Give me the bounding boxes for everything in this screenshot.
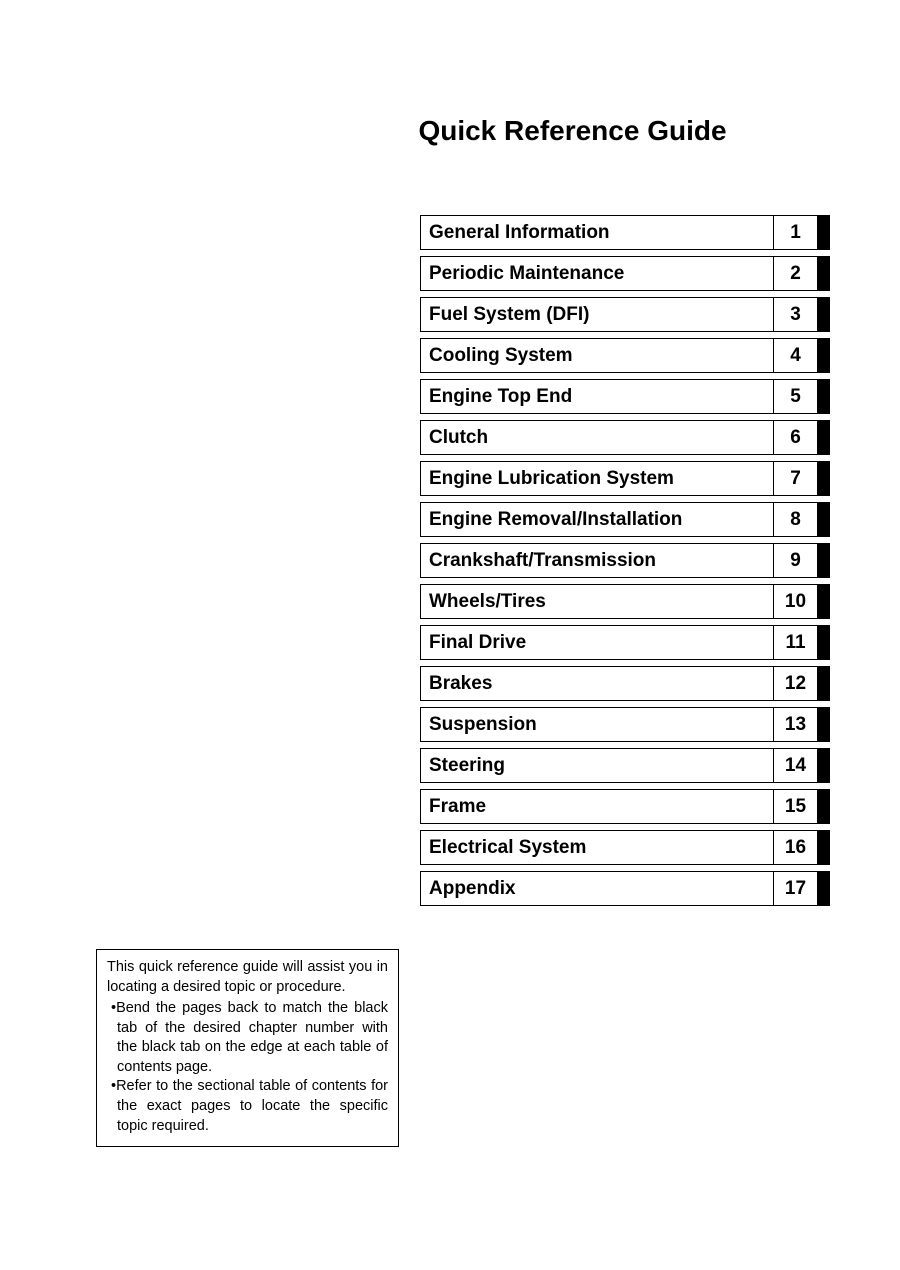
toc-label: Frame <box>420 789 774 824</box>
toc-label: Fuel System (DFI) <box>420 297 774 332</box>
toc-edge-tab <box>818 584 830 619</box>
toc-row: Final Drive 11 <box>420 625 830 660</box>
toc-number: 17 <box>774 871 818 906</box>
toc-label: Clutch <box>420 420 774 455</box>
toc-row: Wheels/Tires 10 <box>420 584 830 619</box>
toc-number: 4 <box>774 338 818 373</box>
toc-row: Electrical System 16 <box>420 830 830 865</box>
toc-edge-tab <box>818 789 830 824</box>
toc-edge-tab <box>818 543 830 578</box>
toc-row: Engine Removal/Installation 8 <box>420 502 830 537</box>
toc-number: 9 <box>774 543 818 578</box>
toc-label: Electrical System <box>420 830 774 865</box>
toc-edge-tab <box>818 625 830 660</box>
page-title: Quick Reference Guide <box>0 115 825 147</box>
toc-label: Cooling System <box>420 338 774 373</box>
toc-number: 14 <box>774 748 818 783</box>
toc-edge-tab <box>818 707 830 742</box>
toc-edge-tab <box>818 871 830 906</box>
toc-label: Suspension <box>420 707 774 742</box>
info-box: This quick reference guide will assist y… <box>96 949 399 1147</box>
toc-label: Appendix <box>420 871 774 906</box>
toc-number: 5 <box>774 379 818 414</box>
toc-row: Suspension 13 <box>420 707 830 742</box>
toc-edge-tab <box>818 338 830 373</box>
toc-row: Appendix 17 <box>420 871 830 906</box>
toc-label: Periodic Maintenance <box>420 256 774 291</box>
toc-label: Final Drive <box>420 625 774 660</box>
toc-edge-tab <box>818 215 830 250</box>
toc-row: General Information 1 <box>420 215 830 250</box>
toc-edge-tab <box>818 297 830 332</box>
toc-row: Fuel System (DFI) 3 <box>420 297 830 332</box>
toc-number: 8 <box>774 502 818 537</box>
toc-number: 16 <box>774 830 818 865</box>
info-bullet-1: •Bend the pages back to match the black … <box>107 999 388 1077</box>
toc-number: 2 <box>774 256 818 291</box>
toc-edge-tab <box>818 256 830 291</box>
toc-label: Steering <box>420 748 774 783</box>
toc-label: Engine Lubrication System <box>420 461 774 496</box>
toc-row: Crankshaft/Transmission 9 <box>420 543 830 578</box>
toc-row: Brakes 12 <box>420 666 830 701</box>
toc-edge-tab <box>818 420 830 455</box>
toc-number: 6 <box>774 420 818 455</box>
info-bullet-2: •Refer to the sectional table of content… <box>107 1077 388 1136</box>
toc-container: General Information 1 Periodic Maintenan… <box>420 215 830 912</box>
toc-edge-tab <box>818 748 830 783</box>
toc-label: General Information <box>420 215 774 250</box>
toc-edge-tab <box>818 666 830 701</box>
toc-row: Periodic Maintenance 2 <box>420 256 830 291</box>
toc-row: Engine Top End 5 <box>420 379 830 414</box>
toc-row: Cooling System 4 <box>420 338 830 373</box>
toc-number: 3 <box>774 297 818 332</box>
toc-edge-tab <box>818 830 830 865</box>
toc-number: 10 <box>774 584 818 619</box>
toc-number: 7 <box>774 461 818 496</box>
toc-edge-tab <box>818 502 830 537</box>
toc-row: Engine Lubrication System 7 <box>420 461 830 496</box>
toc-row: Frame 15 <box>420 789 830 824</box>
toc-edge-tab <box>818 461 830 496</box>
toc-label: Wheels/Tires <box>420 584 774 619</box>
toc-label: Crankshaft/Transmission <box>420 543 774 578</box>
toc-number: 12 <box>774 666 818 701</box>
toc-number: 1 <box>774 215 818 250</box>
toc-label: Engine Removal/Installation <box>420 502 774 537</box>
toc-label: Brakes <box>420 666 774 701</box>
toc-row: Clutch 6 <box>420 420 830 455</box>
toc-number: 11 <box>774 625 818 660</box>
toc-number: 13 <box>774 707 818 742</box>
toc-edge-tab <box>818 379 830 414</box>
toc-row: Steering 14 <box>420 748 830 783</box>
toc-number: 15 <box>774 789 818 824</box>
toc-label: Engine Top End <box>420 379 774 414</box>
info-intro-text: This quick reference guide will assist y… <box>107 958 388 997</box>
